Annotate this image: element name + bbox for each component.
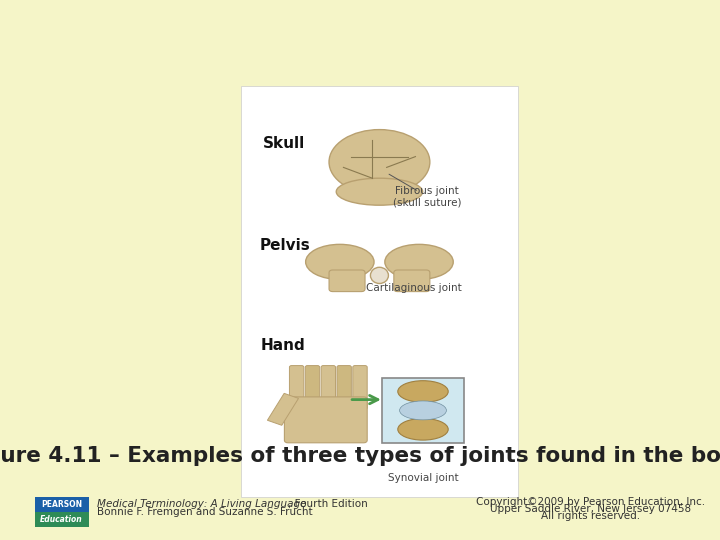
FancyBboxPatch shape	[35, 512, 89, 526]
Polygon shape	[267, 393, 299, 426]
Ellipse shape	[336, 178, 423, 205]
Ellipse shape	[397, 418, 448, 440]
FancyBboxPatch shape	[394, 270, 430, 292]
Text: All rights reserved.: All rights reserved.	[541, 511, 640, 521]
Ellipse shape	[329, 130, 430, 194]
Ellipse shape	[306, 244, 374, 280]
Text: Synovial joint: Synovial joint	[388, 473, 459, 483]
Ellipse shape	[385, 244, 454, 280]
FancyBboxPatch shape	[337, 366, 351, 409]
FancyBboxPatch shape	[321, 366, 336, 409]
Ellipse shape	[397, 381, 448, 402]
Text: Skull: Skull	[263, 136, 305, 151]
Text: Medical Terminology: A Living Language: Medical Terminology: A Living Language	[97, 500, 307, 509]
FancyBboxPatch shape	[289, 366, 304, 409]
Text: , Fourth Edition: , Fourth Edition	[288, 500, 368, 509]
Text: Copyright©2009 by Pearson Education, Inc.: Copyright©2009 by Pearson Education, Inc…	[476, 497, 705, 507]
FancyBboxPatch shape	[284, 397, 367, 443]
Text: Upper Saddle River, New Jersey 07458: Upper Saddle River, New Jersey 07458	[490, 504, 691, 514]
Ellipse shape	[371, 267, 389, 284]
FancyBboxPatch shape	[241, 86, 518, 497]
FancyBboxPatch shape	[353, 366, 367, 409]
Text: PEARSON: PEARSON	[41, 500, 82, 509]
Text: Cartilaginous joint: Cartilaginous joint	[366, 283, 462, 293]
Text: Education: Education	[40, 515, 83, 524]
Ellipse shape	[400, 401, 446, 420]
FancyBboxPatch shape	[305, 366, 320, 409]
FancyBboxPatch shape	[35, 497, 89, 512]
FancyBboxPatch shape	[382, 378, 464, 443]
Text: Pelvis: Pelvis	[259, 238, 310, 253]
Text: Hand: Hand	[261, 338, 305, 353]
Text: Bonnie F. Fremgen and Suzanne S. Frucht: Bonnie F. Fremgen and Suzanne S. Frucht	[97, 507, 312, 517]
FancyBboxPatch shape	[329, 270, 365, 292]
Text: Fibrous joint
(skull suture): Fibrous joint (skull suture)	[392, 186, 462, 208]
Text: Figure 4.11 – Examples of three types of joints found in the body.: Figure 4.11 – Examples of three types of…	[0, 446, 720, 467]
